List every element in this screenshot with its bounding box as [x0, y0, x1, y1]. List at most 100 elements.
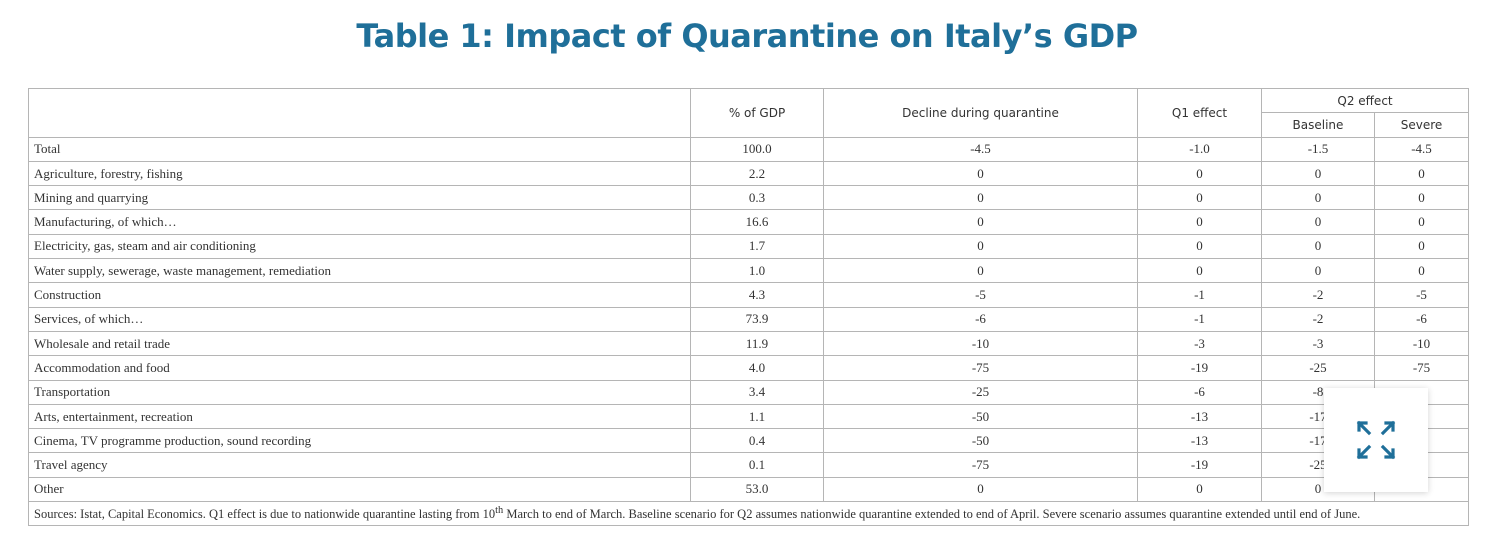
sector-cell: Water supply, sewerage, waste management… — [28, 258, 691, 284]
q2-baseline-cell: -3 — [1261, 330, 1375, 357]
sources-note-text-rest: March to end of March. Baseline scenario… — [503, 507, 1361, 522]
decline-cell: -75 — [823, 355, 1138, 381]
table-row: Travel agency 0.1 -75 -19 -25 — [28, 452, 1470, 478]
q1-effect-cell: -6 — [1137, 379, 1262, 405]
pct-gdp-cell: 3.4 — [690, 379, 824, 405]
pct-gdp-cell: 4.3 — [690, 282, 824, 308]
q2-baseline-cell: 0 — [1261, 209, 1375, 235]
pct-gdp-cell: 73.9 — [690, 306, 824, 332]
sector-cell: Transportation — [28, 379, 691, 405]
table-row: Electricity, gas, steam and air conditio… — [28, 233, 1470, 260]
table-row: Construction 4.3 -5 -1 -2 -5 — [28, 282, 1470, 308]
header-q2-effect: Q2 effect — [1260, 87, 1470, 114]
sector-cell: Arts, entertainment, recreation — [28, 403, 691, 430]
pct-gdp-cell: 1.1 — [690, 403, 824, 430]
sector-cell: Accommodation and food — [28, 355, 691, 381]
q1-effect-cell: 0 — [1137, 476, 1262, 503]
decline-cell: -50 — [823, 428, 1138, 454]
q2-baseline-cell: -25 — [1261, 355, 1375, 381]
sector-cell: Construction — [28, 282, 691, 308]
sector-cell: Cinema, TV programme production, sound r… — [28, 428, 691, 454]
decline-cell: -4.5 — [823, 136, 1138, 162]
sources-note: Sources: Istat, Capital Economics. Q1 ef… — [27, 501, 1470, 527]
pct-gdp-cell: 1.0 — [690, 258, 824, 284]
decline-cell: -25 — [823, 379, 1138, 405]
sector-cell: Wholesale and retail trade — [28, 330, 691, 357]
header-decline: Decline during quarantine — [823, 88, 1138, 138]
q2-severe-cell: 0 — [1373, 233, 1470, 260]
q1-effect-cell: -1 — [1137, 282, 1262, 308]
header-pct-gdp: % of GDP — [690, 88, 824, 138]
pct-gdp-cell: 2.2 — [690, 160, 824, 187]
header-severe: Severe — [1373, 112, 1470, 138]
decline-cell: 0 — [823, 185, 1138, 211]
q1-effect-cell: 0 — [1137, 185, 1262, 211]
sector-cell: Manufacturing, of which… — [28, 209, 691, 235]
header-row-sub: Baseline Severe — [29, 112, 1470, 138]
decline-cell: 0 — [823, 233, 1138, 260]
q1-effect-cell: -1.0 — [1137, 136, 1262, 162]
table-row: Total 100.0 -4.5 -1.0 -1.5 -4.5 — [28, 136, 1470, 162]
decline-cell: 0 — [823, 476, 1138, 503]
table-row: Mining and quarrying 0.3 0 0 0 0 — [28, 185, 1470, 211]
q2-severe-cell: -5 — [1373, 282, 1470, 308]
q1-effect-cell: -19 — [1137, 452, 1262, 478]
decline-cell: -5 — [823, 282, 1138, 308]
expand-button[interactable] — [1324, 388, 1428, 492]
header-row-top: % of GDP Decline during quarantine Q1 ef… — [28, 87, 1470, 138]
sources-note-text: Sources: Istat, Capital Economics. Q1 ef… — [34, 507, 496, 522]
table-row: Agriculture, forestry, fishing 2.2 0 0 0 0 — [28, 160, 1470, 187]
table-body: Total 100.0 -4.5 -1.0 -1.5 -4.5 Agriculture, f… — [28, 136, 1470, 503]
q1-effect-cell: 0 — [1137, 160, 1262, 187]
q1-effect-cell: 0 — [1137, 233, 1262, 260]
decline-cell: 0 — [823, 258, 1138, 284]
q2-severe-cell: -6 — [1373, 306, 1470, 332]
q2-severe-cell: -10 — [1373, 330, 1470, 357]
pct-gdp-cell: 0.4 — [690, 428, 824, 454]
table-row: Arts, entertainment, recreation 1.1 -50 -13… — [28, 403, 1470, 430]
sector-cell: Total — [28, 136, 691, 162]
q1-effect-cell: -19 — [1137, 355, 1262, 381]
header-sector — [28, 88, 691, 138]
q2-baseline-cell: -2 — [1261, 306, 1375, 332]
table-row: Cinema, TV programme production, sound r… — [28, 428, 1470, 454]
expand-arrows-icon — [1356, 420, 1396, 460]
pct-gdp-cell: 0.3 — [690, 185, 824, 211]
table-row: Services, of which… 73.9 -6 -1 -2 -6 — [28, 306, 1470, 332]
q2-severe-cell: 0 — [1373, 258, 1470, 284]
q1-effect-cell: -3 — [1137, 330, 1262, 357]
pct-gdp-cell: 1.7 — [690, 233, 824, 260]
table-row: Wholesale and retail trade 11.9 -10 -3 -3 -10 — [28, 330, 1470, 357]
sector-cell: Travel agency — [28, 452, 691, 478]
q1-effect-cell: 0 — [1137, 209, 1262, 235]
decline-cell: 0 — [823, 160, 1138, 187]
decline-cell: -10 — [823, 330, 1138, 357]
header-baseline: Baseline — [1261, 112, 1375, 138]
q2-baseline-cell: 0 — [1261, 258, 1375, 284]
q2-baseline-cell: 0 — [1261, 185, 1375, 211]
sector-cell: Other — [28, 476, 691, 503]
table-row: Accommodation and food 4.0 -75 -19 -25 -75 — [28, 355, 1470, 381]
pct-gdp-cell: 11.9 — [690, 330, 824, 357]
table-title: Table 1: Impact of Quarantine on Italy’s… — [356, 17, 1138, 55]
q2-baseline-cell: 0 — [1261, 160, 1375, 187]
sources-note-superscript: th — [495, 505, 504, 517]
q2-baseline-cell: 0 — [1261, 233, 1375, 260]
decline-cell: -75 — [823, 452, 1138, 478]
sector-cell: Agriculture, forestry, fishing — [28, 160, 691, 187]
pct-gdp-cell: 100.0 — [690, 136, 824, 162]
pct-gdp-cell: 0.1 — [690, 452, 824, 478]
q2-severe-cell: 0 — [1373, 209, 1470, 235]
q2-severe-cell: 0 — [1373, 185, 1470, 211]
table-row: Water supply, sewerage, waste management… — [28, 258, 1470, 284]
decline-cell: -50 — [823, 403, 1138, 430]
q2-severe-cell: -4.5 — [1373, 136, 1470, 162]
sources-row: Sources: Istat, Capital Economics. Q1 ef… — [27, 501, 1470, 527]
pct-gdp-cell: 53.0 — [690, 476, 824, 503]
sector-cell: Services, of which… — [28, 306, 691, 332]
decline-cell: 0 — [823, 209, 1138, 235]
q2-baseline-cell: -2 — [1261, 282, 1375, 308]
decline-cell: -6 — [823, 306, 1138, 332]
pct-gdp-cell: 16.6 — [690, 209, 824, 235]
table-row: Transportation 3.4 -25 -6 -8 — [28, 379, 1470, 405]
